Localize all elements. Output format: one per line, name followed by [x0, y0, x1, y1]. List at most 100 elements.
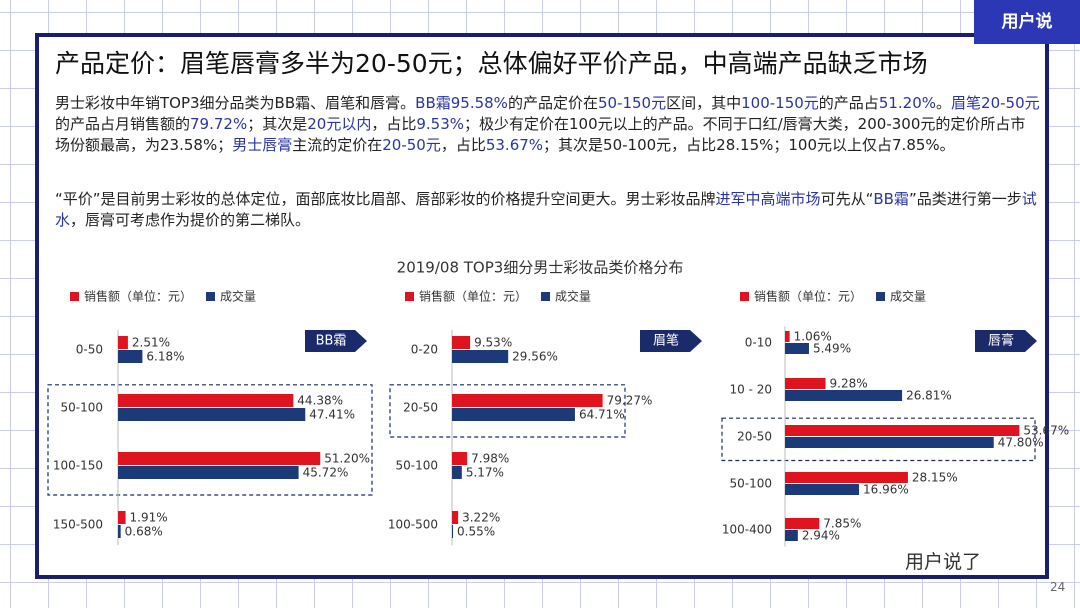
text: ”品类进行第一步 — [908, 190, 1022, 208]
legend-swatch — [405, 292, 414, 301]
emphasis-text: BB霜 — [873, 190, 909, 208]
bar — [452, 466, 462, 479]
text: 可先从“ — [820, 190, 874, 208]
bar — [118, 350, 143, 363]
value-label: 64.71% — [579, 408, 625, 422]
category-label: 0-20 — [411, 343, 438, 357]
bar — [785, 530, 798, 541]
value-label: 53.67% — [1023, 424, 1069, 438]
legend-label: 销售额（单位：元） — [754, 289, 862, 304]
text: 。 — [936, 94, 952, 112]
bar — [785, 331, 790, 342]
value-label: 7.85% — [823, 517, 861, 531]
bar — [452, 525, 454, 538]
bar — [118, 408, 306, 421]
bar — [118, 525, 121, 538]
category-label: 50-100 — [60, 401, 103, 415]
emphasis-text: 男士唇膏 — [232, 136, 293, 154]
emphasis-text: 20元以内 — [307, 115, 372, 133]
legend-swatch — [70, 292, 79, 301]
bar — [118, 466, 299, 479]
legend-swatch — [541, 292, 551, 301]
value-label: 45.72% — [303, 466, 349, 480]
bar — [785, 484, 860, 495]
emphasis-text: 100-150元 — [741, 94, 819, 112]
emphasis-text: 试水 — [55, 190, 1037, 229]
bar — [785, 378, 826, 389]
value-label: 47.80% — [998, 436, 1044, 450]
value-label: 0.68% — [125, 525, 163, 539]
bar — [452, 394, 603, 407]
emphasis-text: 53.67% — [485, 136, 544, 154]
slide-title: 产品定价：眉笔唇膏多半为20-50元；总体偏好平价产品，中高端产品缺乏市场 — [55, 49, 928, 78]
value-label: 9.53% — [474, 336, 512, 350]
category-label: 150-500 — [53, 518, 103, 532]
value-label: 28.15% — [912, 471, 958, 485]
text: 的产品占月销售额的 — [55, 115, 191, 133]
highlight-box — [47, 384, 373, 496]
category-label: 100-400 — [722, 523, 772, 537]
bar — [785, 343, 809, 354]
emphasis-text: 51.20% — [878, 94, 937, 112]
value-label: 6.18% — [146, 350, 184, 364]
tag-label: 唇膏 — [988, 333, 1014, 349]
text: ，唇膏可考虑作为提价的第二梯队。 — [70, 211, 311, 229]
text: ，占比 — [440, 136, 486, 154]
value-label: 79.27% — [607, 394, 653, 408]
value-label: 51.20% — [324, 452, 370, 466]
legend-swatch — [206, 292, 216, 301]
text: 男士彩妆中年销TOP3细分品类为BB霜、眉笔和唇膏。 — [55, 94, 416, 112]
bar — [452, 350, 509, 363]
legend-swatch — [740, 292, 749, 301]
value-label: 1.06% — [794, 330, 832, 344]
value-label: 5.49% — [813, 342, 851, 356]
emphasis-text: 20-50元 — [382, 136, 441, 154]
tag-arrow — [640, 330, 702, 352]
legend-label: 销售额（单位：元） — [419, 289, 527, 304]
charts-title: 2019/08 TOP3细分男士彩妆品类价格分布 — [397, 259, 684, 277]
category-label: 20-50 — [737, 430, 772, 444]
value-label: 3.22% — [462, 511, 500, 525]
category-label: 20-50 — [403, 401, 438, 415]
legend-swatch — [876, 292, 886, 301]
category-label: 0-10 — [745, 336, 772, 350]
emphasis-text: 79.72% — [190, 115, 248, 133]
bar — [452, 336, 471, 349]
bar — [118, 452, 321, 465]
bar — [452, 511, 459, 524]
bar — [785, 390, 903, 401]
paragraph: 男士彩妆中年销TOP3细分品类为BB霜、眉笔和唇膏。BB霜95.58%的产品定价… — [55, 93, 1040, 156]
text: ；其次是 — [247, 115, 308, 133]
tag-label: 眉笔 — [653, 333, 679, 349]
legend-label: 成交量 — [220, 289, 256, 304]
watermark: 用户说了 — [905, 551, 982, 573]
bar — [785, 472, 908, 483]
emphasis-text: 9.53% — [416, 115, 464, 133]
emphasis-text: 眉笔20-50元 — [951, 94, 1040, 112]
value-label: 1.91% — [130, 511, 168, 525]
category-label: 10 - 20 — [730, 383, 773, 397]
bar — [785, 518, 820, 529]
highlight-box — [389, 384, 626, 438]
tag-arrow — [975, 330, 1037, 352]
text: ；其次是50-100元，占比28.15%；100元以上仅占7.85%。 — [543, 136, 955, 154]
value-label: 2.51% — [132, 336, 170, 350]
tag-label: BB霜 — [316, 334, 347, 349]
bar — [118, 511, 126, 524]
value-label: 47.41% — [309, 408, 355, 422]
value-label: 7.98% — [471, 452, 509, 466]
emphasis-text: 50-150元 — [597, 94, 667, 112]
tag-arrow — [305, 330, 367, 352]
category-label: 0-50 — [76, 343, 103, 357]
legend-label: 成交量 — [555, 289, 591, 304]
bar — [785, 425, 1020, 436]
text: 的产品占 — [818, 94, 879, 112]
bar — [118, 336, 128, 349]
text: ；极少有定价在100元以上的产品。不同于口红/唇膏大类，200-300元的定价所… — [55, 115, 1026, 154]
legend-label: 成交量 — [890, 289, 926, 304]
legend-label: 销售额（单位：元） — [84, 289, 192, 304]
category-label: 100-500 — [388, 518, 438, 532]
frame — [35, 33, 1049, 579]
bar — [452, 408, 575, 421]
